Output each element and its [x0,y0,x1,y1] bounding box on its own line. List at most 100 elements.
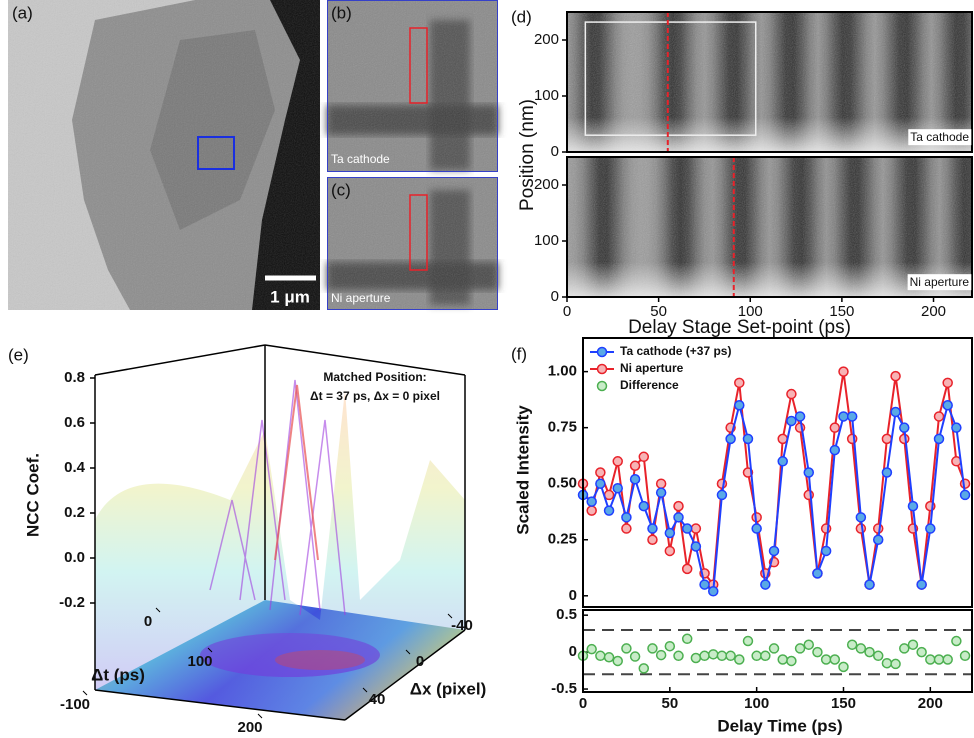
data-point [959,489,971,501]
data-point [846,411,858,422]
annotation: Ta cathode [910,130,969,144]
data-point [925,654,936,665]
data-point [586,496,597,507]
panel-a: 1 μm (a) [8,0,320,310]
data-point [655,487,667,498]
y2-tick-label: 0.5 [556,606,577,623]
data-point [916,646,927,658]
y-tick-label: 0.25 [548,531,577,548]
data-point [838,366,849,377]
y-tick-label: 0.75 [548,419,577,436]
data-point [794,643,806,654]
data-point [786,388,797,400]
x-tick-label: 200 [237,719,262,736]
data-point [699,579,710,590]
data-point [760,650,771,662]
y-tick-label: 200 [534,176,559,193]
x-tick-label: 0 [144,613,152,630]
x-tick [155,607,161,613]
data-point [777,456,788,467]
data-point [638,451,650,463]
x-tick [257,713,263,719]
y-axis-label: Position (nm) [517,99,538,211]
data-point [803,639,815,650]
data-point [890,370,901,382]
data-point [725,433,736,445]
data-point [855,512,867,523]
heatmap-bright-band [567,262,972,297]
z-axis-label: NCC Coef. [23,453,42,537]
data-point [855,643,867,654]
panel-label: (a) [12,3,33,22]
data-point [812,568,823,579]
data-point [707,649,719,660]
data-point [742,635,754,647]
y-axis-label: Scaled Intensity [513,405,532,535]
data-point [933,411,945,422]
plot-frame [582,609,973,693]
image-noise [327,0,498,172]
data-point [881,467,893,478]
surface-ridges [209,379,346,616]
data-point [681,633,693,645]
x-tick-label: 100 [744,695,769,712]
data-point [855,523,867,534]
data-point [595,478,606,489]
plot-frame [582,337,973,608]
y-tick [362,687,368,693]
x-tick-label: 100 [187,653,212,670]
data-point [612,482,623,494]
data-point [794,411,806,422]
x-tick-label: 150 [831,695,856,712]
z-tick-label: -0.2 [59,594,85,611]
data-point [664,545,676,557]
data-point [586,505,597,516]
data-point [942,654,953,665]
plot-frame [566,156,973,298]
data-point [933,433,945,445]
data-point [734,654,745,665]
data-point [820,545,832,557]
data-point [925,523,936,534]
data-point [690,541,702,552]
data-point [690,523,702,534]
x-tick-label: 150 [829,303,854,320]
x-tick-label: 50 [661,695,678,712]
annotation: Matched Position: [323,370,426,384]
data-point [899,643,910,654]
x-tick-label: 0 [579,695,587,712]
data-point [786,415,797,427]
y-tick-label: 0 [551,288,559,305]
data-point [751,650,762,662]
y-tick-label: 0 [569,587,577,604]
y-tick-label: 40 [369,691,386,708]
data-point [838,661,849,673]
panel-label: (f) [511,344,527,363]
data-point [612,456,623,467]
data-point [890,406,901,418]
data-point [881,657,893,669]
data-point [716,650,728,662]
data-point [881,433,893,445]
data-point [786,655,797,667]
data-point [595,467,606,478]
data-point [725,650,736,662]
x-tick-label: 200 [918,695,943,712]
data-point [768,545,780,557]
legend-label: Difference [620,378,679,392]
image-border [327,0,498,172]
plot-frame [566,11,973,153]
image-annotation: Ni aperture [331,291,391,305]
data-point [690,652,702,664]
y-axis-label: Δx (pixel) [410,679,486,698]
x-tick-label: -100 [60,696,90,713]
panel-b: (b) Ta cathode [327,0,498,172]
panel-label: (d) [511,7,532,26]
y-tick-label: -40 [451,617,473,634]
data-point [638,500,650,512]
data-point [872,650,884,662]
data-point [699,650,710,662]
data-point [820,654,832,665]
panel-e [94,344,466,721]
